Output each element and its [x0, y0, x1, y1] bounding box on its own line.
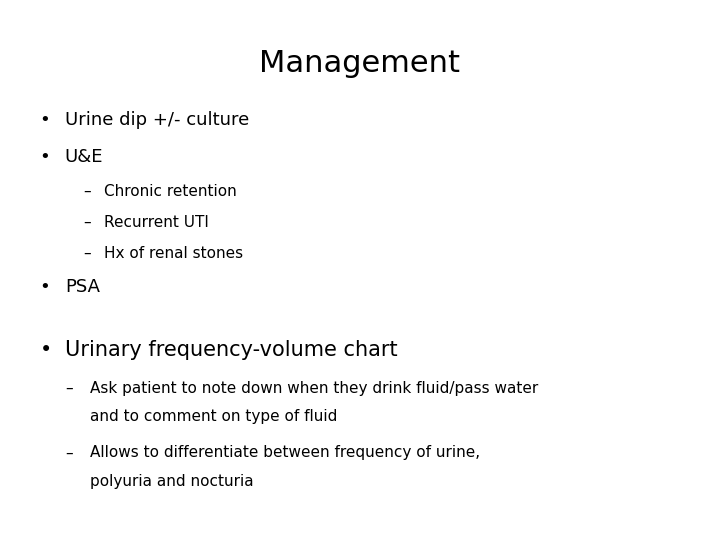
Text: •: • — [40, 340, 52, 360]
Text: Ask patient to note down when they drink fluid/pass water: Ask patient to note down when they drink… — [90, 381, 539, 396]
Text: PSA: PSA — [65, 278, 100, 296]
Text: U&E: U&E — [65, 148, 103, 166]
Text: •: • — [40, 278, 50, 296]
Text: polyuria and nocturia: polyuria and nocturia — [90, 474, 253, 489]
Text: Chronic retention: Chronic retention — [104, 184, 237, 199]
Text: –: – — [65, 381, 73, 396]
Text: Management: Management — [259, 49, 461, 78]
Text: –: – — [83, 215, 91, 230]
Text: •: • — [40, 111, 50, 129]
Text: –: – — [65, 446, 73, 461]
Text: Hx of renal stones: Hx of renal stones — [104, 246, 243, 261]
Text: –: – — [83, 184, 91, 199]
Text: Urine dip +/- culture: Urine dip +/- culture — [65, 111, 249, 129]
Text: Recurrent UTI: Recurrent UTI — [104, 215, 210, 230]
Text: –: – — [83, 246, 91, 261]
Text: Allows to differentiate between frequency of urine,: Allows to differentiate between frequenc… — [90, 446, 480, 461]
Text: •: • — [40, 148, 50, 166]
Text: and to comment on type of fluid: and to comment on type of fluid — [90, 409, 338, 424]
Text: Urinary frequency-volume chart: Urinary frequency-volume chart — [65, 340, 397, 360]
